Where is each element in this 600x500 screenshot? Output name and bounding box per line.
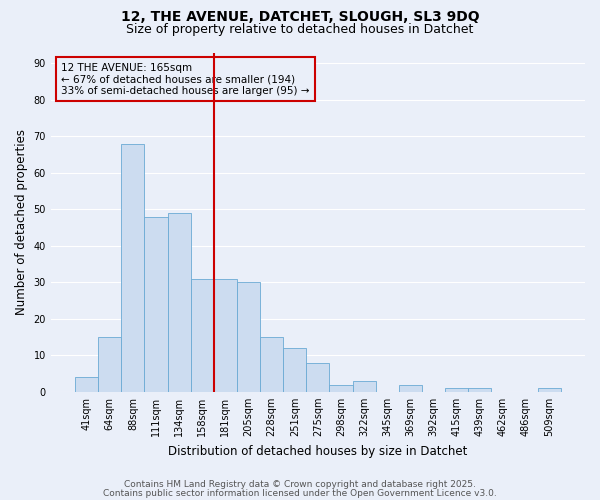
- Bar: [468, 388, 491, 392]
- Bar: [307, 362, 329, 392]
- Text: Size of property relative to detached houses in Datchet: Size of property relative to detached ho…: [127, 22, 473, 36]
- Y-axis label: Number of detached properties: Number of detached properties: [15, 129, 28, 315]
- Bar: [191, 278, 214, 392]
- Bar: [121, 144, 145, 392]
- Text: 12 THE AVENUE: 165sqm
← 67% of detached houses are smaller (194)
33% of semi-det: 12 THE AVENUE: 165sqm ← 67% of detached …: [61, 62, 310, 96]
- Bar: [145, 216, 167, 392]
- Bar: [214, 278, 237, 392]
- Bar: [329, 384, 353, 392]
- X-axis label: Distribution of detached houses by size in Datchet: Distribution of detached houses by size …: [168, 444, 467, 458]
- Bar: [445, 388, 468, 392]
- Text: 12, THE AVENUE, DATCHET, SLOUGH, SL3 9DQ: 12, THE AVENUE, DATCHET, SLOUGH, SL3 9DQ: [121, 10, 479, 24]
- Bar: [75, 377, 98, 392]
- Bar: [538, 388, 561, 392]
- Bar: [260, 337, 283, 392]
- Bar: [399, 384, 422, 392]
- Text: Contains HM Land Registry data © Crown copyright and database right 2025.: Contains HM Land Registry data © Crown c…: [124, 480, 476, 489]
- Bar: [237, 282, 260, 392]
- Bar: [353, 381, 376, 392]
- Text: Contains public sector information licensed under the Open Government Licence v3: Contains public sector information licen…: [103, 488, 497, 498]
- Bar: [98, 337, 121, 392]
- Bar: [167, 213, 191, 392]
- Bar: [283, 348, 307, 392]
